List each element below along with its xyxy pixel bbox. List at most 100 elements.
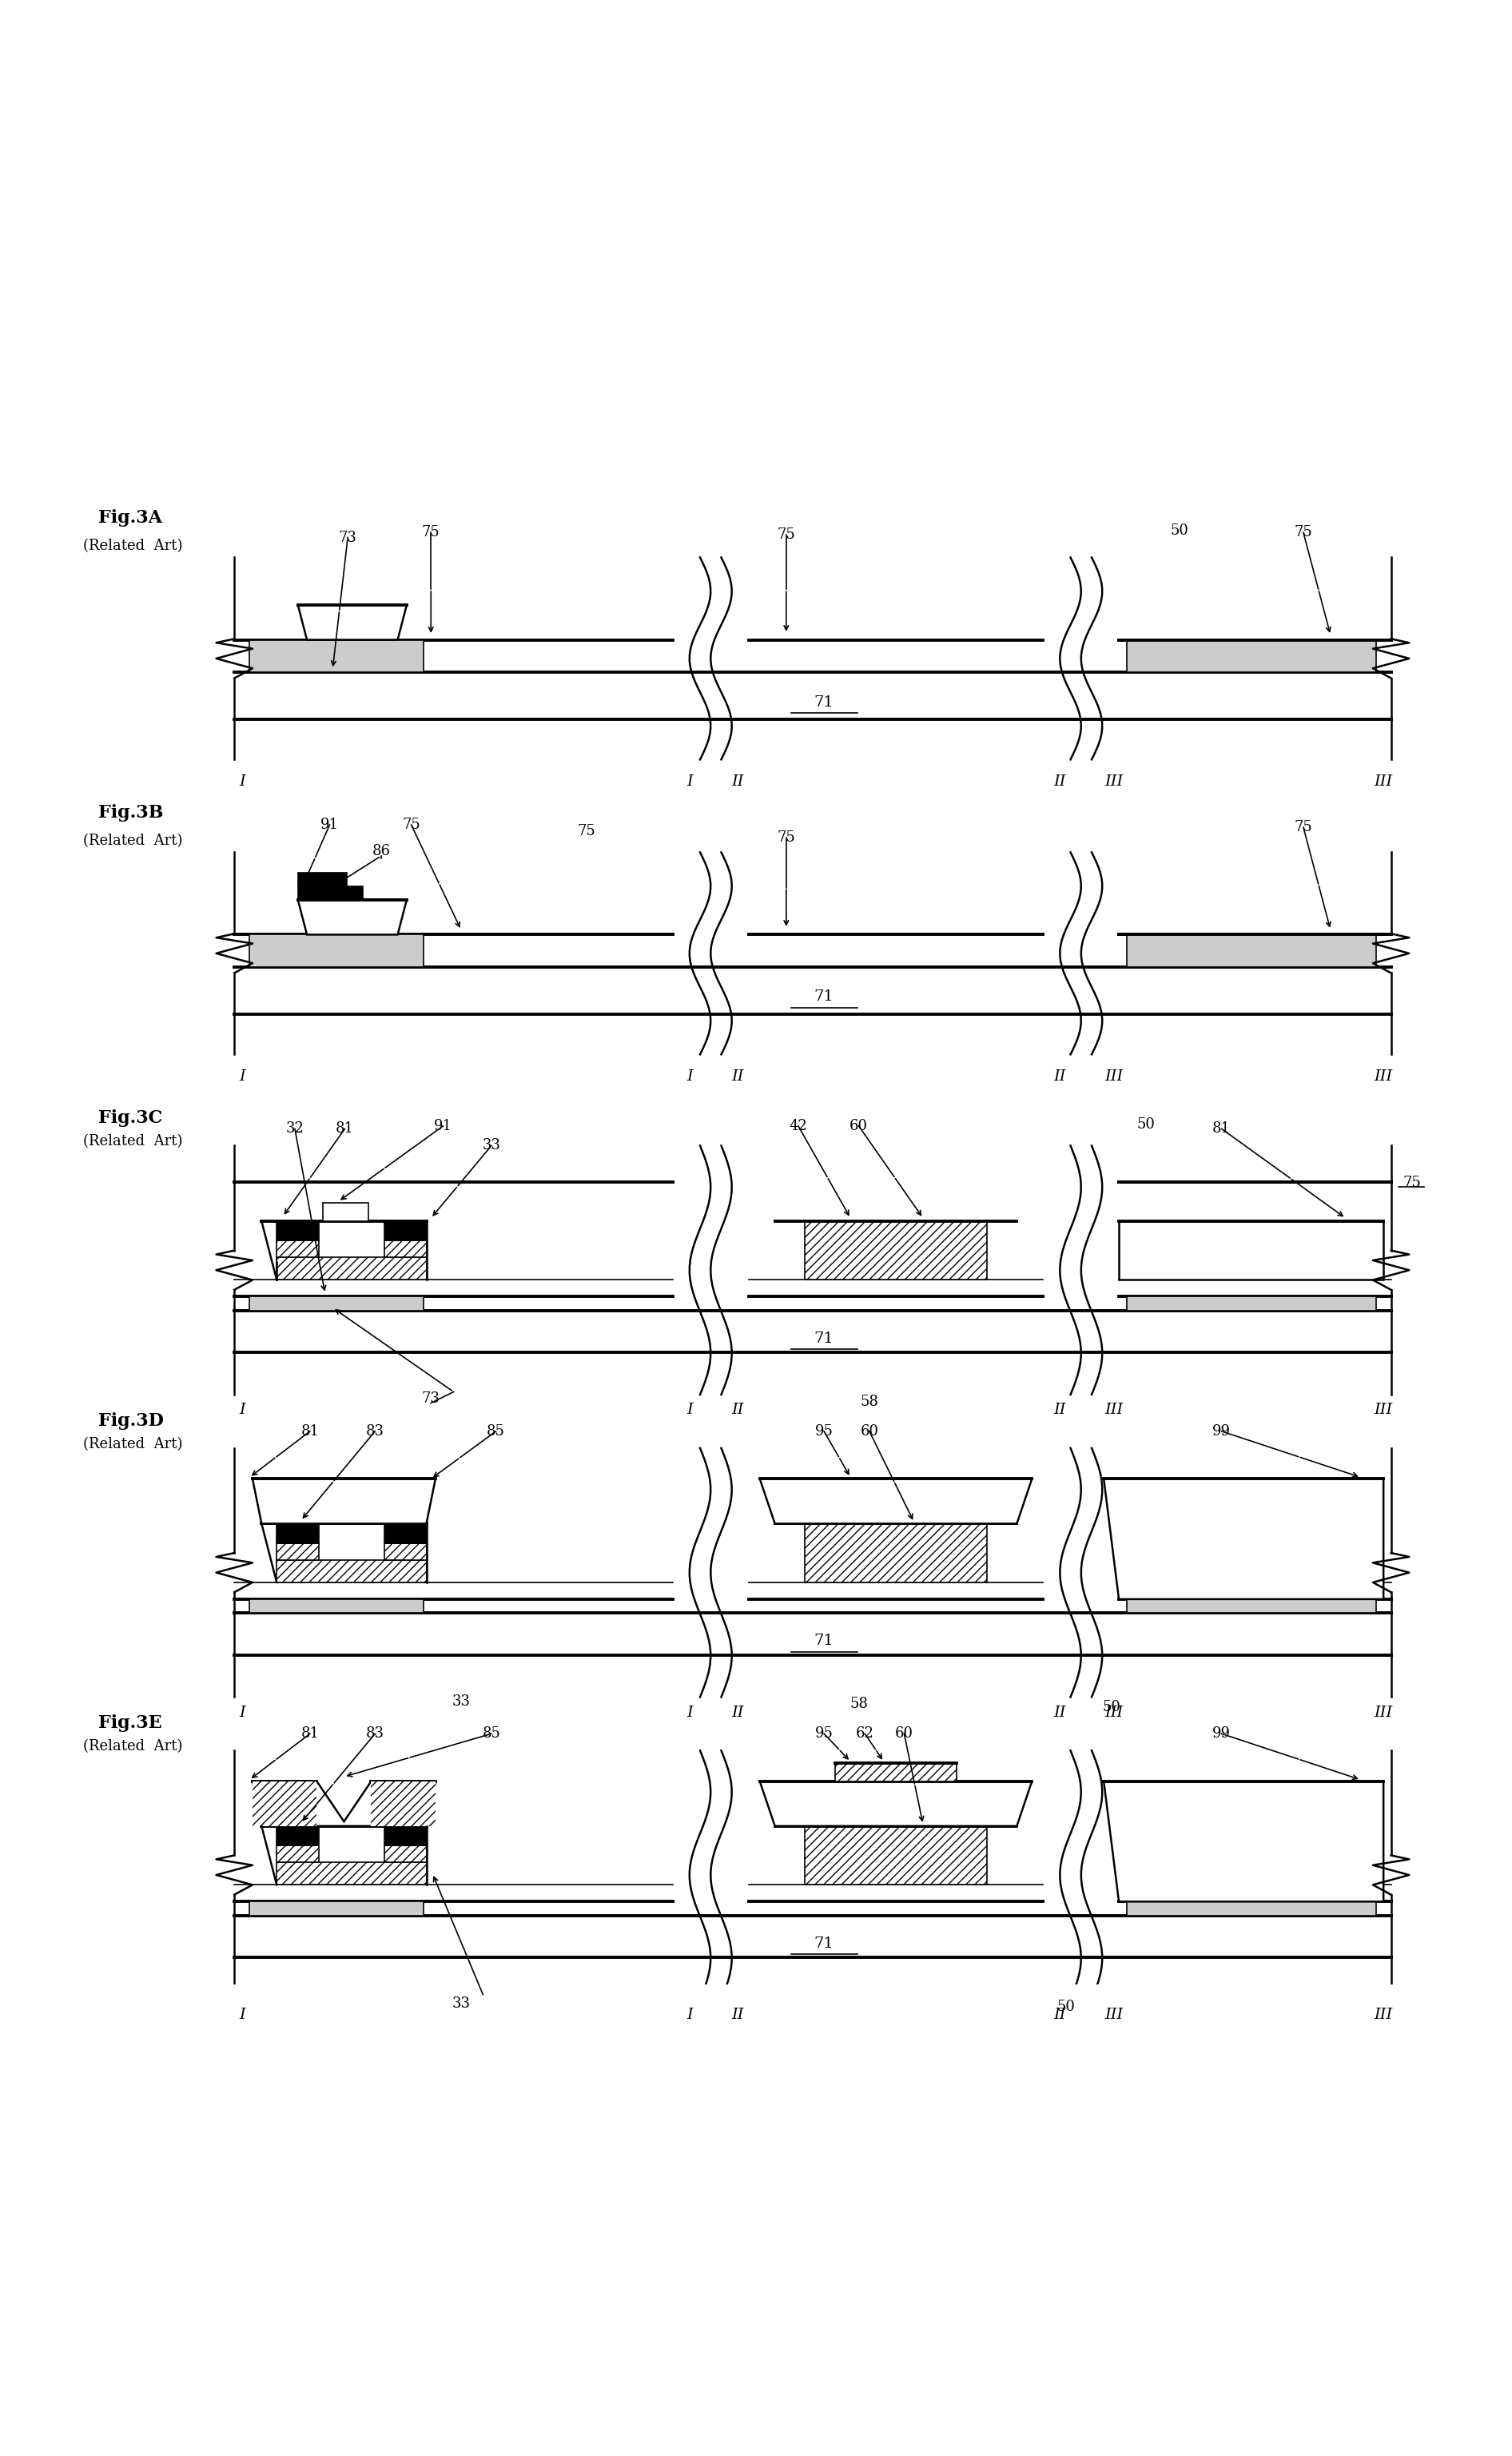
Bar xyxy=(1126,1297,1376,1312)
Text: 81: 81 xyxy=(336,1122,354,1137)
Text: 58: 58 xyxy=(850,1697,868,1712)
Polygon shape xyxy=(298,899,407,936)
Text: 60: 60 xyxy=(895,1727,913,1741)
Bar xyxy=(1164,1852,1293,1884)
Text: 75: 75 xyxy=(1294,526,1312,540)
Text: Fig.3A: Fig.3A xyxy=(98,508,162,526)
Text: Fig.3D: Fig.3D xyxy=(98,1412,163,1429)
Text: 32: 32 xyxy=(286,1122,304,1137)
Text: 42: 42 xyxy=(789,1120,807,1132)
Bar xyxy=(1126,1901,1376,1916)
Text: (Related  Art): (Related Art) xyxy=(83,1437,183,1451)
Bar xyxy=(277,1827,319,1844)
Text: 75: 75 xyxy=(402,818,420,833)
Text: 50: 50 xyxy=(1102,1700,1120,1714)
Bar xyxy=(277,1560,426,1582)
Bar xyxy=(384,1240,426,1257)
Text: 85: 85 xyxy=(487,1424,505,1439)
Text: II: II xyxy=(1054,1071,1066,1083)
Text: 83: 83 xyxy=(366,1424,384,1439)
Text: 73: 73 xyxy=(339,530,357,545)
Text: 75: 75 xyxy=(578,823,596,837)
Bar xyxy=(277,1221,319,1240)
Text: Fig.3C: Fig.3C xyxy=(98,1110,162,1127)
Text: 83: 83 xyxy=(366,1727,384,1741)
Text: 58: 58 xyxy=(860,1395,878,1410)
Text: II: II xyxy=(1054,1704,1066,1719)
Bar xyxy=(384,1221,426,1240)
Text: II: II xyxy=(1054,1402,1066,1417)
Text: 50: 50 xyxy=(1170,523,1188,538)
Text: I: I xyxy=(239,774,245,788)
Text: 50: 50 xyxy=(1057,1999,1075,2014)
Text: III: III xyxy=(1105,774,1123,788)
Bar xyxy=(1119,1221,1383,1280)
Text: 50: 50 xyxy=(1137,1117,1155,1132)
Text: II: II xyxy=(1054,774,1066,788)
Text: 75: 75 xyxy=(1294,820,1312,835)
Bar xyxy=(1126,639,1376,673)
Bar xyxy=(277,1257,426,1280)
Text: III: III xyxy=(1105,1402,1123,1417)
Text: (Related  Art): (Related Art) xyxy=(83,1135,183,1149)
Text: II: II xyxy=(732,1704,744,1719)
Text: I: I xyxy=(239,1402,245,1417)
Text: I: I xyxy=(239,1071,245,1083)
Text: I: I xyxy=(239,2007,245,2021)
Text: III: III xyxy=(1105,1704,1123,1719)
Text: 71: 71 xyxy=(813,1331,835,1346)
Text: (Related  Art): (Related Art) xyxy=(83,833,183,847)
Text: III: III xyxy=(1374,1071,1393,1083)
Text: I: I xyxy=(686,774,692,788)
Polygon shape xyxy=(759,1781,1031,1827)
Text: (Related  Art): (Related Art) xyxy=(83,538,183,553)
Text: 33: 33 xyxy=(452,1997,470,2011)
Text: 99: 99 xyxy=(1213,1727,1231,1741)
Text: II: II xyxy=(732,774,744,788)
Bar xyxy=(298,872,346,887)
Text: Fig.3E: Fig.3E xyxy=(98,1714,162,1731)
Text: 75: 75 xyxy=(777,830,795,845)
Bar xyxy=(804,1523,986,1582)
Text: 60: 60 xyxy=(860,1424,878,1439)
Text: 81: 81 xyxy=(1213,1122,1231,1137)
Text: III: III xyxy=(1374,774,1393,788)
Text: 33: 33 xyxy=(482,1140,500,1152)
Bar xyxy=(1164,1550,1293,1582)
Bar xyxy=(1126,936,1376,968)
Text: Fig.3B: Fig.3B xyxy=(98,803,163,820)
Text: III: III xyxy=(1105,2007,1123,2021)
Bar xyxy=(277,1240,319,1257)
Text: 73: 73 xyxy=(422,1393,440,1407)
Text: 71: 71 xyxy=(813,990,835,1005)
Bar xyxy=(804,1221,986,1280)
Text: III: III xyxy=(1374,2007,1393,2021)
Text: 71: 71 xyxy=(813,695,835,710)
Bar xyxy=(249,639,423,673)
Text: II: II xyxy=(732,2007,744,2021)
Text: 86: 86 xyxy=(372,842,390,857)
Text: II: II xyxy=(732,1071,744,1083)
Text: 91: 91 xyxy=(321,818,339,833)
Text: II: II xyxy=(732,1402,744,1417)
Bar xyxy=(277,1523,319,1542)
Text: II: II xyxy=(1054,2007,1066,2021)
Polygon shape xyxy=(1104,1479,1383,1599)
Bar xyxy=(277,1862,426,1884)
Text: 85: 85 xyxy=(482,1727,500,1741)
Bar xyxy=(384,1542,426,1560)
Text: III: III xyxy=(1105,1071,1123,1083)
Text: 95: 95 xyxy=(815,1727,833,1741)
Polygon shape xyxy=(253,1479,435,1523)
Text: 62: 62 xyxy=(856,1727,874,1741)
Text: 95: 95 xyxy=(815,1424,833,1439)
Text: 99: 99 xyxy=(1213,1424,1231,1439)
Text: 81: 81 xyxy=(301,1424,319,1439)
Bar xyxy=(372,1781,435,1827)
Bar xyxy=(1126,1599,1376,1614)
Bar xyxy=(298,887,363,899)
Bar xyxy=(324,1203,369,1221)
Text: I: I xyxy=(239,1704,245,1719)
Bar xyxy=(277,1542,319,1560)
Text: 71: 71 xyxy=(813,1935,835,1950)
